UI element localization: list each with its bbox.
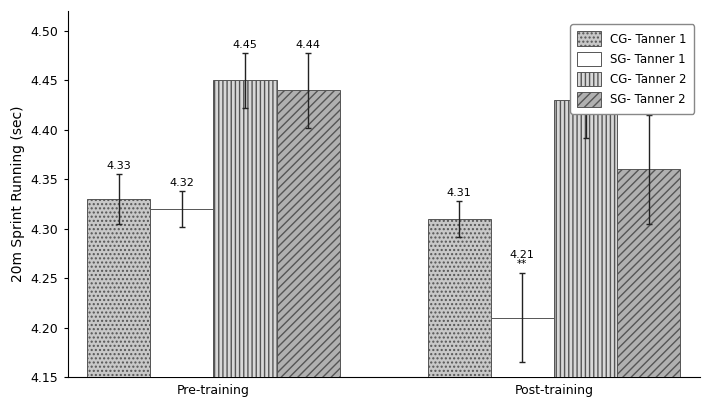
- Text: **: **: [517, 259, 528, 269]
- Text: 4.31: 4.31: [447, 188, 471, 198]
- Bar: [150, 209, 213, 377]
- Text: 4.45: 4.45: [232, 40, 257, 50]
- Text: 4.32: 4.32: [169, 178, 194, 188]
- Y-axis label: 20m Sprint Running (sec): 20m Sprint Running (sec): [11, 106, 25, 282]
- Text: 4.36: 4.36: [636, 92, 661, 102]
- Legend: CG- Tanner 1, SG- Tanner 1, CG- Tanner 2, SG- Tanner 2: CG- Tanner 1, SG- Tanner 1, CG- Tanner 2…: [570, 24, 694, 114]
- Text: 4.33: 4.33: [106, 161, 131, 171]
- Text: 4.43: 4.43: [573, 49, 598, 60]
- Bar: [491, 317, 554, 377]
- Bar: [87, 199, 150, 377]
- Bar: [554, 100, 617, 377]
- Bar: [617, 169, 680, 377]
- Bar: [427, 219, 491, 377]
- Text: 4.21: 4.21: [510, 250, 535, 260]
- Bar: [277, 90, 340, 377]
- Bar: [213, 80, 277, 377]
- Text: **: **: [643, 101, 654, 111]
- Text: 4.44: 4.44: [296, 40, 321, 50]
